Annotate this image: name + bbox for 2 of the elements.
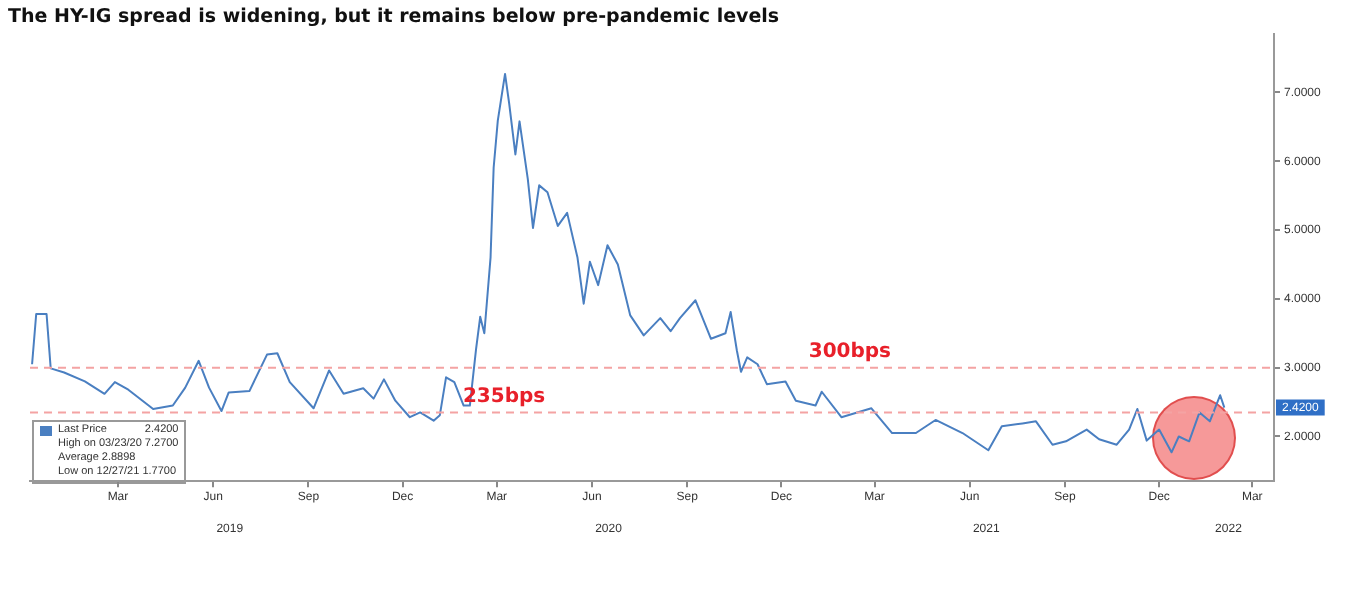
- ref-line-label: 300bps: [808, 340, 892, 363]
- chart-title: The HY-IG spread is widening, but it remains below pre-pandemic levels: [8, 6, 780, 28]
